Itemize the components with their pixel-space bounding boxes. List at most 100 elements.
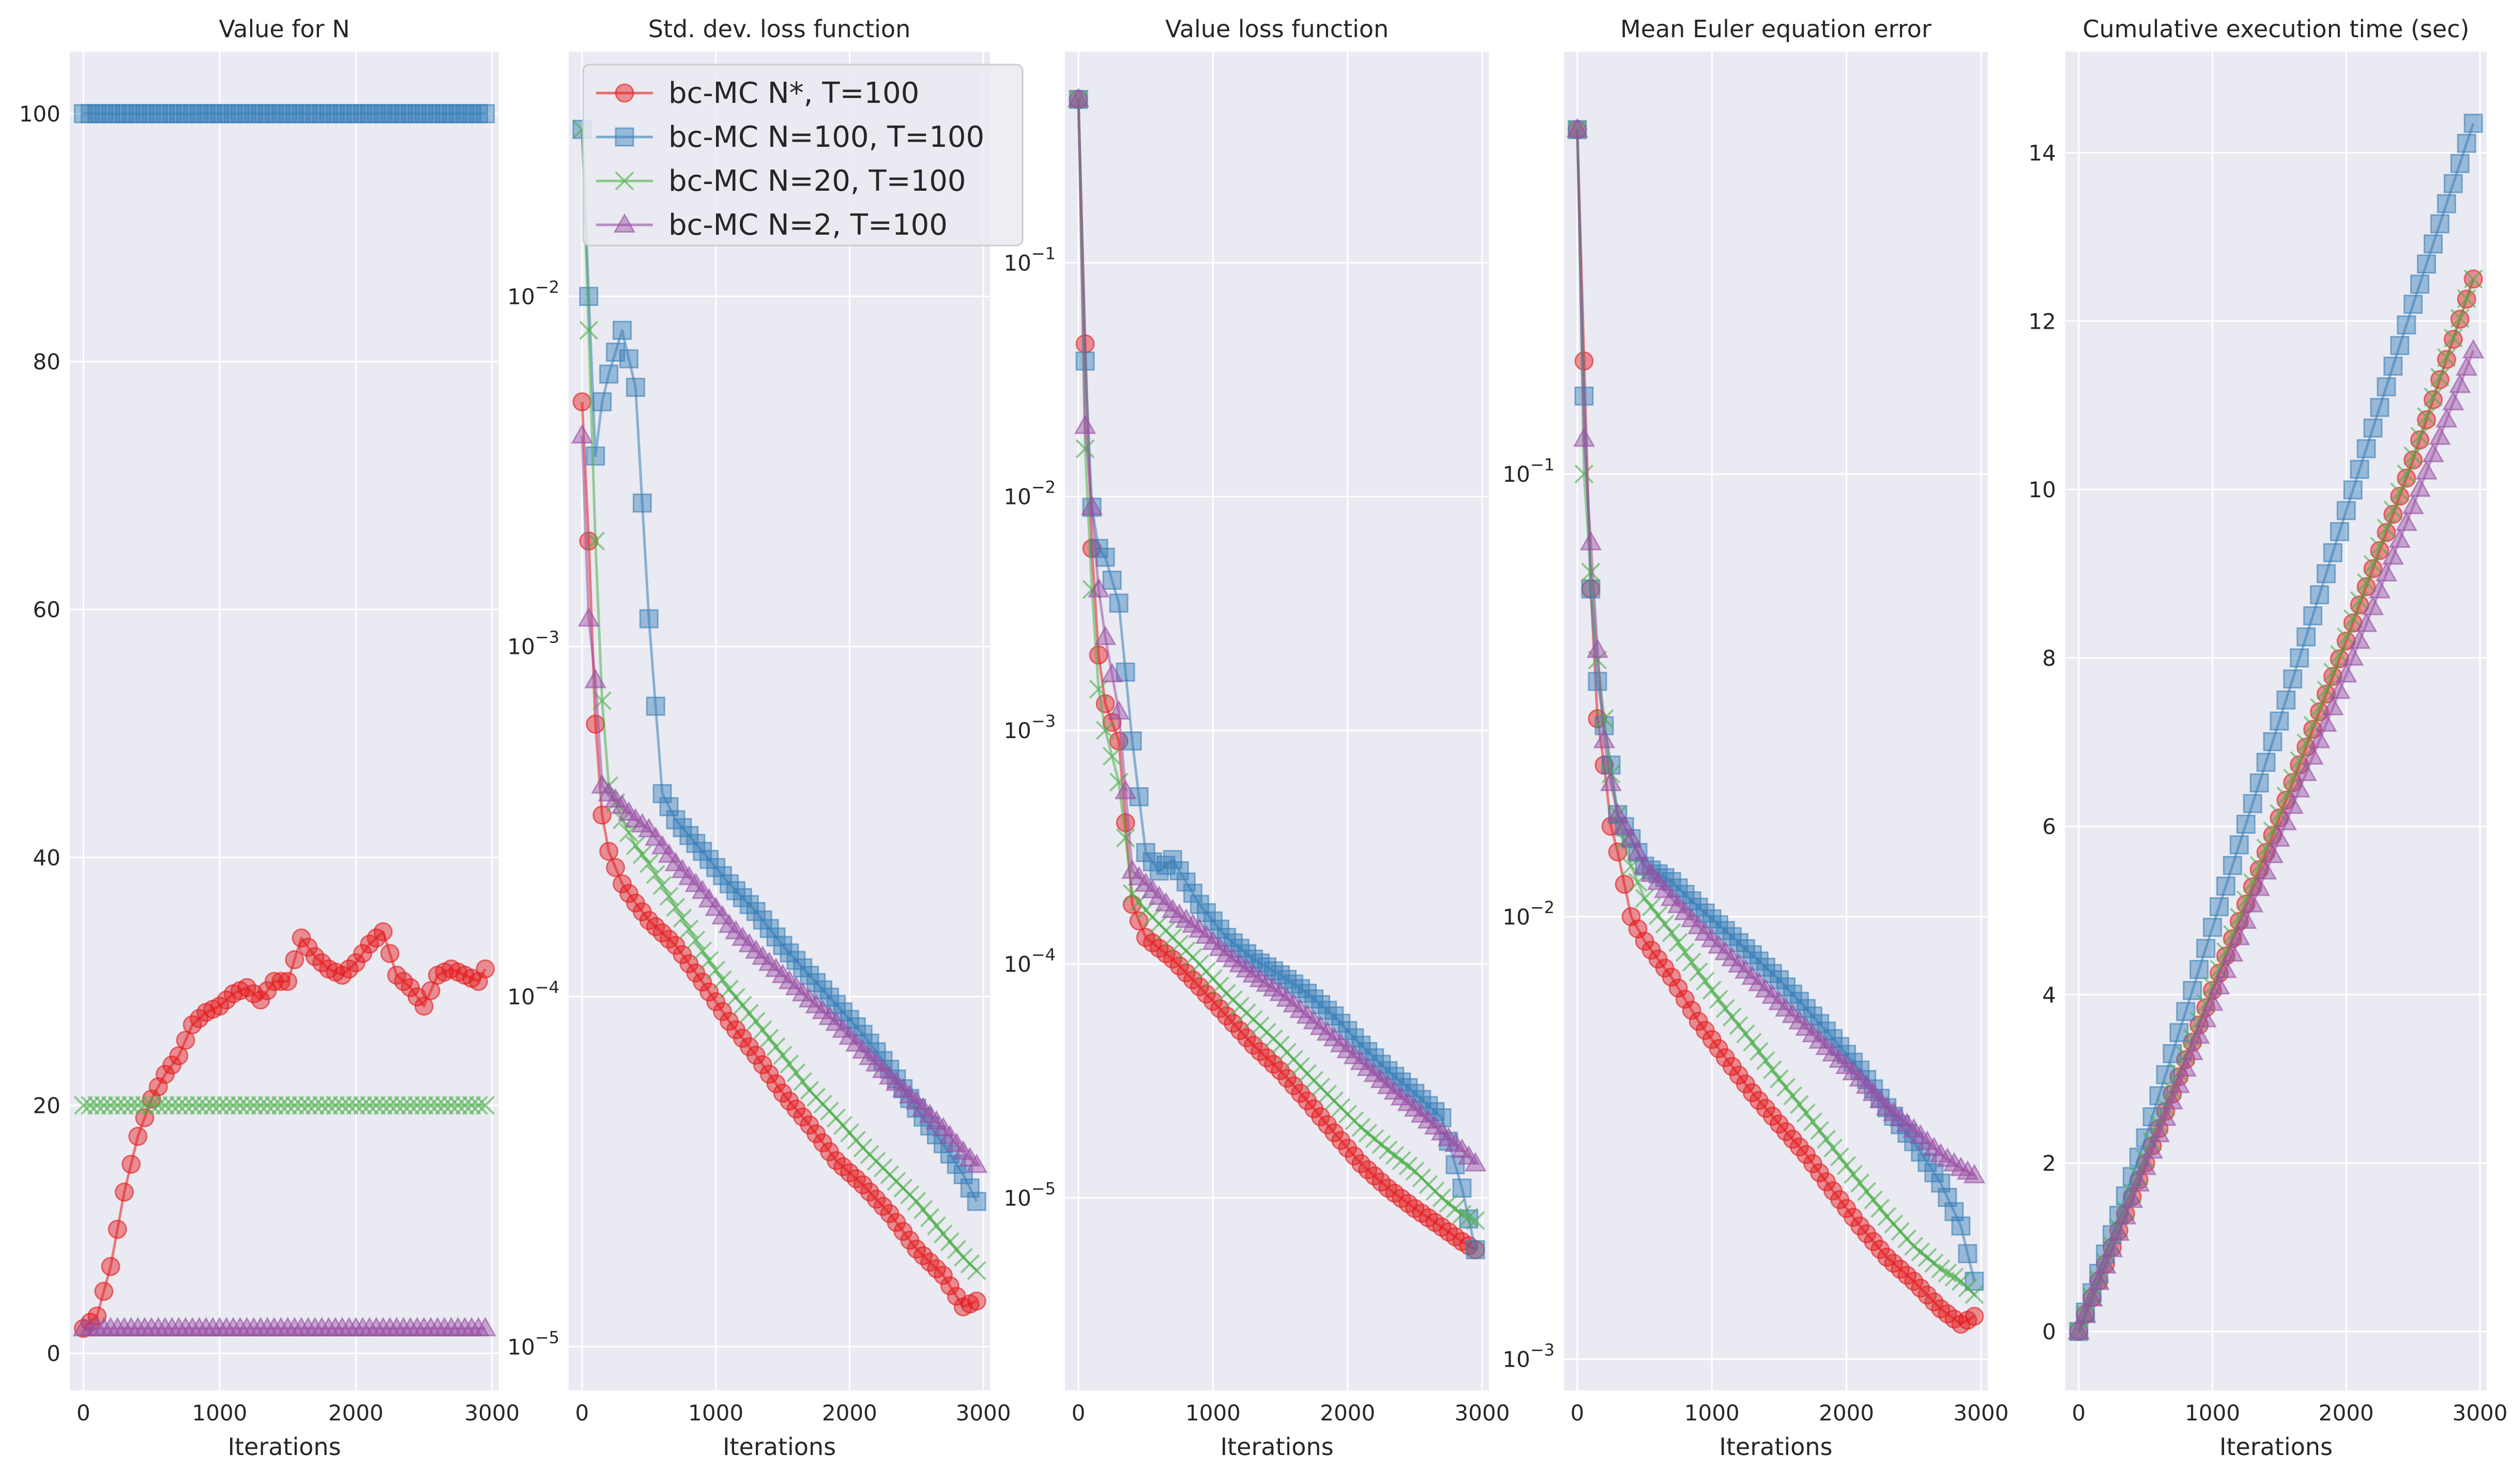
data-point — [1114, 779, 1137, 800]
data-point — [2229, 835, 2249, 854]
data-point — [1291, 979, 1311, 999]
data-point — [2430, 368, 2449, 387]
panel-title: Std. dev. loss function — [648, 15, 910, 43]
series-bc-mc-n-20-t-100 — [572, 119, 986, 1280]
data-point — [780, 1054, 799, 1074]
data-point — [1675, 942, 1695, 962]
legend-item-bc-mc-n-20-t-100: bc-MC N=20, T=100 — [596, 164, 966, 198]
data-point — [2417, 254, 2437, 274]
data-point — [1080, 495, 1103, 515]
data-point — [101, 1096, 120, 1115]
data-point — [2356, 439, 2376, 458]
x-tick-label: 3000 — [2453, 1400, 2508, 1426]
data-point — [2276, 786, 2296, 806]
data-point — [579, 531, 599, 551]
data-point — [128, 1126, 148, 1146]
data-point — [1917, 1285, 1937, 1305]
data-point — [2335, 663, 2357, 683]
x-tick-label: 2000 — [822, 1400, 877, 1426]
data-point — [394, 1096, 413, 1115]
data-point — [1338, 1138, 1358, 1158]
data-point — [210, 1096, 230, 1115]
data-point — [2442, 391, 2464, 410]
data-point — [448, 1096, 468, 1115]
data-point — [1581, 562, 1601, 582]
data-point — [1122, 895, 1142, 914]
series-bc-mc-n-2-t-100 — [2067, 339, 2485, 1340]
data-point — [121, 1096, 141, 1115]
legend: bc-MC N*, T=100 bc-MC N=100, T=100 bc-MC N… — [582, 64, 1024, 247]
data-point — [1674, 900, 1696, 921]
data-point — [1722, 1007, 1742, 1027]
data-point — [693, 941, 712, 961]
data-point — [2276, 690, 2296, 710]
data-point — [401, 1096, 420, 1115]
data-point — [2363, 555, 2383, 574]
series-layer — [1566, 118, 1986, 1334]
y-tick-label: 10−4 — [507, 977, 559, 1009]
data-point — [373, 922, 393, 942]
data-point — [686, 930, 706, 950]
data-point — [2222, 855, 2242, 875]
data-point — [2415, 460, 2438, 480]
data-point — [1736, 1024, 1755, 1044]
data-point — [1702, 909, 1722, 929]
data-point — [2176, 1002, 2196, 1021]
data-point — [1594, 709, 1614, 728]
data-point — [933, 1265, 953, 1285]
data-point — [1156, 855, 1176, 875]
data-point — [73, 1096, 93, 1115]
data-point — [346, 1096, 366, 1115]
data-point — [1075, 439, 1095, 458]
data-point — [1790, 1095, 1809, 1114]
data-point — [360, 1096, 379, 1115]
data-point — [476, 1096, 495, 1115]
data-point — [2362, 595, 2384, 616]
data-point — [639, 854, 659, 873]
data-point — [319, 1096, 339, 1115]
panel-title: Cumulative execution time (sec) — [2083, 15, 2470, 43]
data-point — [2463, 269, 2483, 289]
data-point — [2067, 1320, 2090, 1340]
data-point — [264, 104, 284, 124]
data-point — [1830, 1147, 1850, 1167]
data-point — [759, 1029, 779, 1048]
x-tick-label: 1000 — [192, 1400, 247, 1426]
data-point — [2256, 753, 2276, 772]
data-point — [1770, 1069, 1789, 1089]
data-point — [1783, 1129, 1803, 1149]
data-point — [1464, 1152, 1487, 1172]
data-point — [2388, 528, 2411, 548]
y-tick-label: 14 — [2029, 140, 2056, 165]
data-point — [1667, 893, 1689, 913]
data-point — [1318, 1001, 1337, 1020]
y-tick-label: 100 — [19, 101, 60, 127]
data-point — [176, 1096, 195, 1115]
data-point — [476, 104, 495, 124]
y-tick-label: 10−5 — [507, 1327, 559, 1359]
y-tick-label: 10−2 — [1003, 478, 1056, 510]
data-point — [2263, 732, 2282, 752]
data-point — [2315, 712, 2337, 732]
data-point — [1298, 984, 1317, 1003]
data-point — [2303, 606, 2323, 625]
data-point — [1304, 989, 1324, 1009]
data-point — [1817, 1129, 1836, 1149]
y-tick-label: 2 — [2042, 1151, 2056, 1176]
data-point — [2448, 373, 2471, 393]
series-layer — [2067, 113, 2485, 1341]
data-point — [1681, 908, 1703, 927]
x-tick-label: 3000 — [1455, 1400, 1510, 1426]
data-point — [2443, 328, 2463, 348]
data-point — [733, 888, 752, 908]
y-tick-label: 0 — [47, 1341, 60, 1366]
data-point — [2296, 627, 2316, 647]
data-point — [2370, 397, 2389, 417]
data-point — [1109, 593, 1129, 613]
data-point — [230, 1096, 250, 1115]
data-point — [2308, 728, 2331, 748]
data-point — [2437, 194, 2456, 213]
data-point — [659, 886, 679, 906]
x-tick-label: 3000 — [1954, 1400, 2009, 1426]
